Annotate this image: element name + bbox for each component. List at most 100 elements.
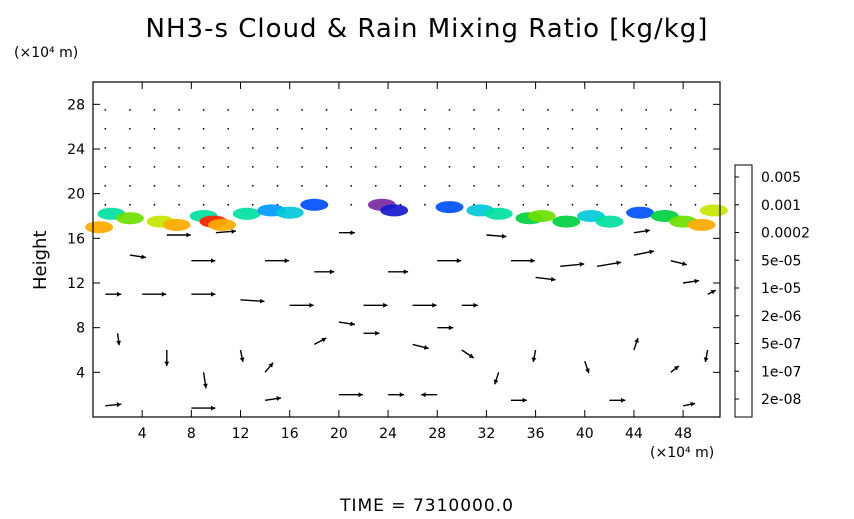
colorbar-label: 5e-05 — [761, 253, 801, 269]
wind-dot — [350, 166, 353, 168]
wind-dot — [645, 166, 648, 168]
wind-dot — [325, 185, 328, 187]
wind-vector-head — [690, 401, 696, 407]
wind-dot — [251, 127, 254, 130]
cloud-cell — [300, 198, 329, 211]
wind-dot — [424, 203, 426, 206]
wind-vector-head — [375, 330, 380, 336]
wind-dot — [497, 203, 500, 206]
wind-dot — [227, 147, 230, 149]
wind-dot — [227, 203, 230, 206]
wind-vector-head — [531, 357, 537, 362]
wind-dot — [227, 127, 230, 130]
wind-dot — [129, 147, 131, 149]
wind-dot — [374, 166, 377, 168]
wind-dot — [522, 109, 525, 111]
wind-dot — [473, 127, 475, 130]
wind-vector-head — [141, 254, 146, 260]
colorbar-frame — [734, 164, 753, 418]
wind-dot — [202, 166, 205, 168]
wind-dot — [153, 127, 156, 130]
cloud-cell — [435, 201, 464, 214]
wind-dot — [276, 109, 279, 111]
wind-dot — [301, 147, 303, 149]
wind-vector-head — [703, 357, 709, 362]
wind-vector-head — [399, 392, 405, 398]
cloud-cell — [275, 206, 304, 219]
wind-dot — [571, 147, 574, 149]
colorbar-label: 1e-05 — [761, 281, 801, 297]
wind-dot — [374, 147, 377, 149]
wind-dot — [645, 109, 648, 111]
wind-dot — [669, 203, 672, 206]
wind-dot — [350, 127, 353, 130]
wind-dot — [424, 127, 426, 130]
cloud-cell — [484, 207, 513, 220]
wind-dot — [448, 127, 451, 130]
wind-dot — [571, 185, 574, 187]
wind-dot — [620, 185, 623, 187]
wind-vector-head — [211, 291, 216, 297]
wind-dot — [350, 147, 353, 149]
wind-dot — [202, 147, 205, 149]
wind-vector-head — [329, 269, 335, 275]
wind-dot — [301, 127, 303, 130]
wind-dot — [448, 147, 451, 149]
wind-dot — [620, 203, 623, 206]
wind-dot — [497, 127, 500, 130]
cloud-cell — [208, 218, 237, 231]
wind-dot — [645, 203, 648, 206]
wind-vector-head — [284, 258, 290, 264]
wind-vector-head — [634, 338, 639, 343]
y-tick-label: 28 — [67, 97, 85, 113]
wind-dot — [325, 166, 328, 168]
wind-vector-head — [448, 325, 454, 331]
wind-dot — [104, 147, 107, 149]
y-tick-label: 16 — [67, 231, 85, 247]
wind-vector-head — [530, 258, 535, 264]
wind-vector-head — [621, 397, 626, 403]
x-tick-label: 28 — [428, 426, 446, 442]
wind-dot — [547, 109, 549, 111]
wind-dot — [547, 147, 549, 149]
cloud-cell — [85, 221, 114, 234]
y-tick-label: 8 — [76, 321, 85, 337]
wind-dot — [202, 203, 205, 206]
wind-dot — [571, 109, 574, 111]
wind-dot — [178, 203, 181, 206]
wind-vector-head — [116, 402, 122, 408]
wind-dot — [620, 147, 623, 149]
wind-dot — [276, 166, 279, 168]
x-tick-label: 32 — [477, 426, 495, 442]
wind-dot — [596, 185, 598, 187]
wind-vector-head — [239, 357, 245, 362]
wind-vector-head — [116, 291, 122, 297]
wind-dot — [153, 185, 156, 187]
wind-vector-head — [403, 269, 409, 275]
wind-vector-head — [694, 278, 700, 284]
wind-vector-head — [211, 258, 216, 264]
wind-dot — [547, 127, 549, 130]
wind-vector-head — [276, 396, 282, 401]
wind-vector-head — [268, 362, 274, 368]
x-tick-label: 16 — [281, 426, 299, 442]
wind-dot — [522, 127, 525, 130]
wind-vector-head — [321, 338, 327, 343]
wind-dot — [497, 109, 500, 111]
wind-dot — [325, 147, 328, 149]
chart-title: NH3-s Cloud & Rain Mixing Ratio [kg/kg] — [145, 14, 709, 44]
wind-dot — [522, 203, 525, 206]
wind-dot — [424, 147, 426, 149]
wind-dot — [571, 127, 574, 130]
x-tick-label: 44 — [625, 426, 643, 442]
wind-dot — [497, 147, 500, 149]
wind-vector-head — [456, 258, 462, 264]
wind-dot — [153, 109, 156, 111]
colorbar-label: 0.0002 — [761, 226, 810, 242]
wind-dot — [596, 166, 598, 168]
wind-dot — [202, 127, 205, 130]
x-axis-unit: (×10⁴ m) — [650, 445, 715, 461]
cloud-cell — [232, 207, 261, 220]
cloud-cell — [595, 215, 624, 228]
